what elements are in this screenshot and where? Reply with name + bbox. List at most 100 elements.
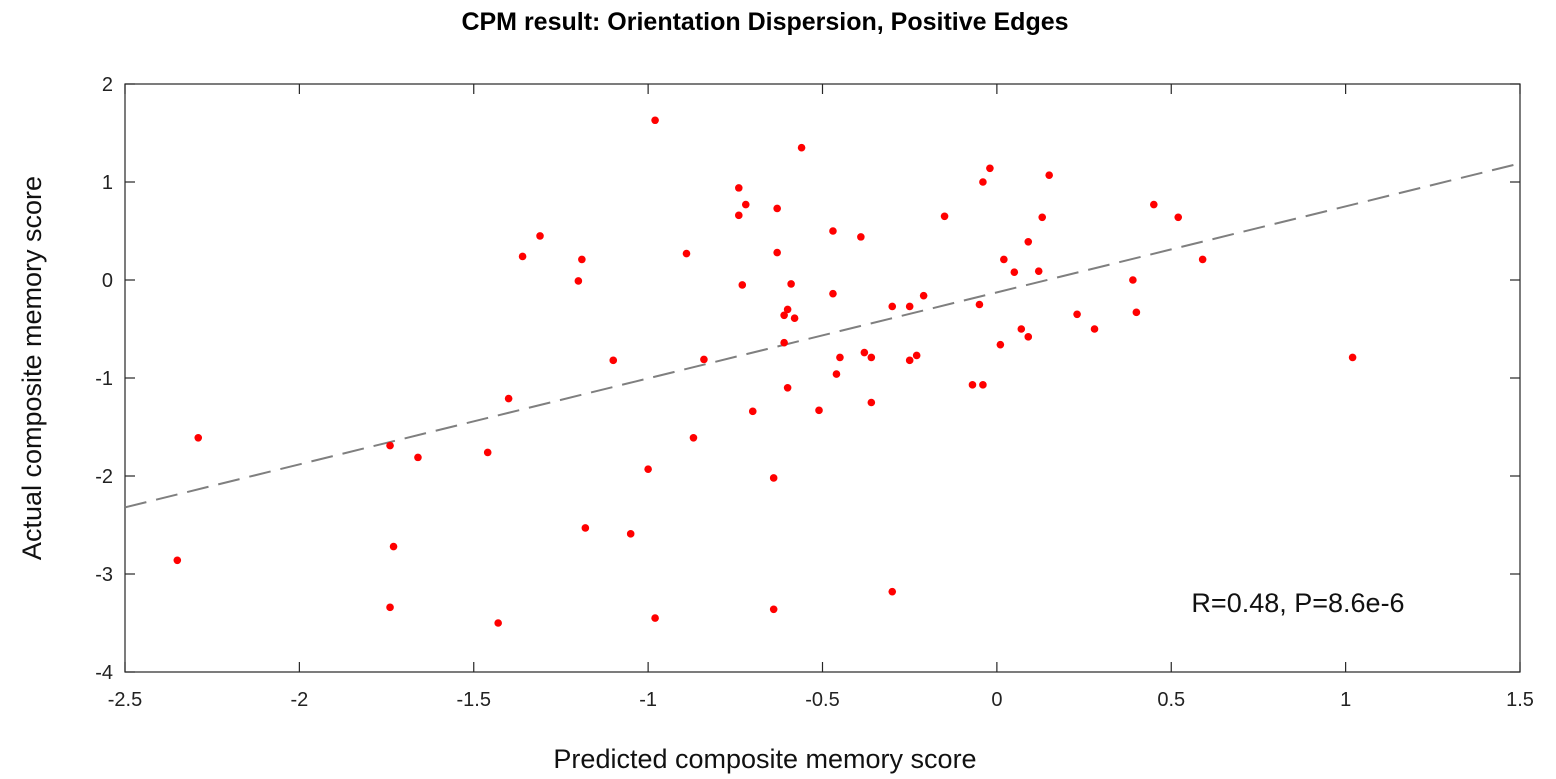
- data-point: [689, 433, 698, 442]
- data-point: [578, 255, 586, 264]
- x-tick-label: -0.5: [805, 689, 839, 711]
- y-tick-label: -4: [95, 662, 113, 684]
- data-point: [518, 252, 527, 261]
- data-points: [173, 116, 1357, 627]
- data-point: [1024, 333, 1033, 341]
- data-point: [682, 249, 691, 258]
- data-point: [968, 381, 977, 389]
- chart-title: CPM result: Orientation Dispersion, Posi…: [461, 8, 1068, 36]
- data-point: [626, 530, 635, 538]
- y-tick-label: -3: [95, 564, 113, 586]
- data-point: [940, 212, 949, 221]
- data-point: [386, 603, 394, 612]
- plot-area-frame: [124, 83, 1521, 673]
- data-point: [888, 302, 897, 311]
- x-tick-label: -2: [290, 689, 308, 711]
- data-point: [769, 474, 778, 482]
- x-tick-label: -1.5: [457, 689, 491, 711]
- data-point: [787, 280, 795, 288]
- x-tick-label: -1: [639, 689, 657, 711]
- data-point: [797, 143, 806, 152]
- data-point: [783, 384, 792, 392]
- data-point: [609, 356, 618, 365]
- data-point: [536, 232, 544, 240]
- data-point: [1174, 213, 1183, 222]
- data-point: [857, 233, 865, 241]
- data-point: [389, 542, 398, 551]
- data-point: [735, 211, 743, 220]
- data-point: [483, 448, 492, 457]
- correlation-annotation: R=0.48, P=8.6e-6: [1191, 588, 1404, 618]
- data-point: [748, 407, 757, 416]
- data-point: [494, 619, 502, 627]
- x-axis-label: Predicted composite memory score: [553, 744, 976, 774]
- data-point: [829, 227, 837, 235]
- y-tick-label: -1: [95, 368, 113, 390]
- data-point: [1010, 268, 1019, 276]
- data-point: [888, 587, 897, 596]
- data-point: [919, 291, 928, 300]
- data-point: [581, 524, 590, 532]
- data-point: [867, 398, 876, 407]
- data-point: [1034, 267, 1043, 275]
- data-point: [741, 200, 750, 209]
- data-point: [979, 381, 987, 389]
- data-point: [975, 300, 984, 309]
- x-tick-label: -2.5: [108, 689, 142, 711]
- data-point: [1348, 353, 1357, 362]
- data-point: [1132, 308, 1141, 317]
- data-point: [1129, 276, 1137, 284]
- data-point: [832, 370, 841, 378]
- regression-fit-line: [124, 162, 1521, 509]
- data-point: [829, 289, 837, 298]
- data-point: [1090, 325, 1099, 333]
- x-tick-label: 0: [991, 689, 1002, 711]
- data-point: [1073, 310, 1081, 319]
- y-axis-ticks: -4 -3 -2 -1 0 1 2: [95, 74, 1520, 684]
- x-axis-ticks: -2.5 -2 -1.5 -1 -0.5 0 0.5 1 1.5: [108, 84, 1534, 711]
- data-point: [836, 353, 844, 362]
- y-tick-label: -2: [95, 466, 113, 488]
- data-point: [1198, 255, 1207, 264]
- data-point: [1045, 171, 1053, 179]
- data-point: [867, 353, 876, 362]
- data-point: [700, 355, 708, 364]
- data-point: [790, 314, 799, 323]
- x-tick-label: 1.5: [1506, 689, 1534, 711]
- data-point: [504, 394, 513, 403]
- data-point: [1000, 255, 1008, 264]
- data-point: [574, 277, 583, 285]
- data-point: [1024, 237, 1033, 246]
- data-point: [773, 248, 781, 257]
- data-point: [979, 178, 987, 186]
- data-point: [996, 340, 1005, 349]
- data-point: [912, 351, 921, 360]
- data-point: [815, 406, 823, 415]
- data-point: [173, 556, 182, 565]
- data-point: [194, 433, 203, 442]
- data-point: [414, 453, 422, 462]
- y-tick-label: 2: [102, 74, 113, 96]
- data-point: [735, 184, 743, 192]
- data-point: [780, 311, 788, 320]
- data-point: [1038, 213, 1047, 222]
- data-point: [644, 465, 652, 473]
- data-point: [769, 605, 778, 614]
- data-point: [1017, 325, 1026, 333]
- data-point: [986, 164, 994, 173]
- y-axis-label: Actual composite memory score: [17, 176, 47, 560]
- data-point: [1150, 200, 1158, 209]
- data-point: [905, 302, 914, 311]
- x-tick-label: 0.5: [1157, 689, 1185, 711]
- data-point: [783, 305, 792, 314]
- y-tick-label: 0: [102, 270, 113, 292]
- y-tick-label: 1: [102, 172, 113, 194]
- data-point: [860, 348, 869, 357]
- data-point: [780, 338, 788, 347]
- x-tick-label: 1: [1340, 689, 1351, 711]
- data-point: [386, 441, 394, 450]
- data-point: [905, 356, 914, 365]
- data-point: [773, 204, 781, 213]
- data-point: [651, 614, 659, 622]
